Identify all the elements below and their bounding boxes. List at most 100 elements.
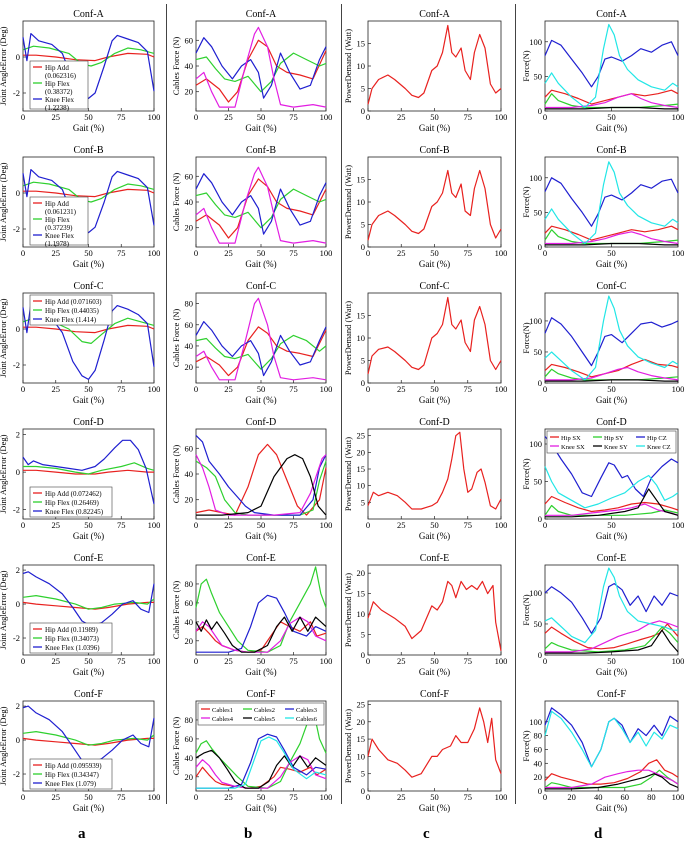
plot-frame (544, 292, 679, 384)
x-axis-label: Gait (%) (73, 123, 104, 133)
legend-label: Hip Add (0.11989) (45, 626, 98, 634)
series-line-cables3 (195, 321, 327, 377)
y-tick-label: 10 (357, 61, 366, 71)
x-tick-label: 50 (84, 792, 93, 802)
series-line-cables1 (195, 621, 327, 653)
plot-frame (544, 156, 679, 248)
series-line-hip-sx (544, 759, 679, 785)
series-line-knee-sy (545, 242, 678, 246)
legend-value: (1.1978) (45, 240, 70, 248)
y-axis-label: Joint AngleError (Deg) (0, 298, 8, 377)
plot-frame (367, 156, 502, 248)
legend-label: Knee Flex (45, 96, 74, 104)
y-tick-label: 100 (529, 316, 542, 326)
y-tick-label: 0 (16, 467, 20, 477)
x-tick-label: 100 (672, 112, 685, 122)
panel-title: Conf-E (420, 553, 449, 564)
legend-value: (1.2238) (45, 104, 70, 112)
y-tick-label: 0 (361, 786, 365, 796)
series-line-power (367, 431, 502, 510)
legend-box (29, 196, 89, 246)
y-axis-label: Joint AngleError (Deg) (0, 706, 8, 785)
legend-box (29, 758, 113, 790)
y-tick-label: 5 (361, 356, 365, 366)
series-line-hip-cz (544, 436, 679, 498)
legend-label: Cables2 (254, 707, 275, 714)
panel-title: Conf-B (597, 145, 627, 156)
y-tick-label: 80 (534, 731, 543, 741)
x-tick-label: 50 (607, 656, 616, 666)
legend-label: Hip Flex (0.34073) (45, 635, 100, 643)
panel-title: Conf-E (246, 553, 275, 564)
x-tick-label: 0 (194, 112, 198, 122)
x-axis-label: Gait (%) (419, 531, 450, 541)
x-tick-label: 75 (117, 792, 126, 802)
y-tick-label: 15 (357, 175, 366, 185)
x-tick-label: 75 (289, 112, 298, 122)
x-tick-label: 100 (148, 248, 161, 258)
x-tick-label: 100 (320, 520, 333, 530)
y-axis-label: Cables Force (N) (171, 717, 181, 776)
y-tick-label: 40 (185, 61, 194, 71)
x-tick-label: 50 (84, 656, 93, 666)
series-line-knee-cz (544, 567, 678, 644)
legend-label: Hip CZ (647, 435, 667, 442)
plot-frame (544, 564, 679, 656)
legend-label: Hip Flex (0.26469) (45, 499, 100, 507)
y-tick-label: 50 (534, 347, 543, 357)
plot-frame (367, 428, 502, 520)
x-tick-label: 50 (84, 248, 93, 258)
series-line-hip-flex (22, 181, 155, 203)
panel-title: Conf-F (247, 689, 276, 700)
x-axis-label: Gait (%) (73, 803, 104, 813)
y-tick-label: 0 (361, 650, 365, 660)
legend-value: (0.062316) (45, 72, 77, 80)
x-tick-label: 0 (194, 248, 198, 258)
x-tick-label: 75 (289, 520, 298, 530)
x-tick-label: 25 (52, 792, 61, 802)
x-axis-label: Gait (%) (419, 395, 450, 405)
y-tick-label: 50 (534, 477, 543, 487)
x-tick-label: 50 (607, 384, 616, 394)
x-tick-label: 0 (21, 792, 25, 802)
x-tick-label: 0 (543, 112, 547, 122)
x-tick-label: 25 (224, 248, 233, 258)
y-tick-label: 100 (529, 37, 542, 47)
legend-value: (0.38372) (45, 88, 73, 96)
y-axis-label: Force(N) (521, 50, 531, 81)
y-axis-label: PowerDemand (Watt) (343, 165, 353, 239)
panel-title: Conf-F (420, 689, 449, 700)
y-tick-label: -2 (13, 633, 20, 643)
x-axis-label: Gait (%) (419, 803, 450, 813)
y-axis-label: PowerDemand (Watt) (343, 29, 353, 103)
y-tick-label: 20 (534, 772, 543, 782)
y-tick-label: 10 (357, 609, 366, 619)
x-tick-label: 100 (148, 520, 161, 530)
series-line-cables3 (195, 434, 327, 516)
x-tick-label: 75 (289, 792, 298, 802)
x-tick-label: 0 (194, 792, 198, 802)
legend-label: Hip SX (561, 435, 581, 442)
x-axis-label: Gait (%) (596, 123, 627, 133)
y-tick-label: 25 (357, 699, 366, 709)
x-tick-label: 0 (21, 248, 25, 258)
plot-frame (367, 292, 502, 384)
x-tick-label: 25 (224, 792, 233, 802)
y-axis-label: Force(N) (521, 322, 531, 353)
series-line-hip-sy (544, 769, 679, 789)
plot-frame (195, 292, 327, 384)
series-line-cables1 (195, 178, 327, 239)
series-line-knee-flex (22, 439, 155, 505)
x-tick-label: 75 (464, 520, 473, 530)
y-tick-label: 0 (361, 378, 365, 388)
series-line-hip-add (23, 469, 154, 475)
plot-frame (544, 700, 679, 792)
x-axis-label: Gait (%) (419, 667, 450, 677)
y-tick-label: 0 (16, 52, 20, 62)
x-tick-label: 100 (495, 520, 508, 530)
y-tick-label: 0 (16, 188, 20, 198)
y-tick-label: 15 (357, 734, 366, 744)
column-divider (515, 4, 516, 804)
panel-title: Conf-B (420, 145, 450, 156)
x-tick-label: 25 (52, 112, 61, 122)
